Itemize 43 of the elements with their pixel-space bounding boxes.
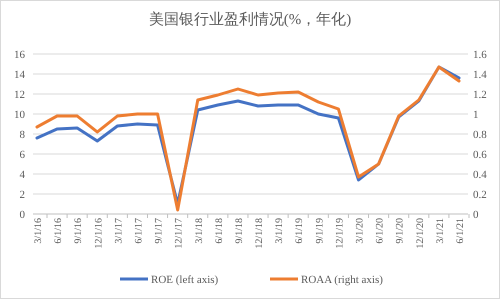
x-tick-label: 9/1/19 <box>314 218 326 244</box>
y-tick-label: 0 <box>20 209 26 221</box>
x-tick-label: 9/1/20 <box>394 218 406 244</box>
x-tick-label: 9/1/16 <box>73 218 84 244</box>
x-tick-label: 3/1/18 <box>194 218 205 244</box>
y2-tick-label: 1 <box>473 109 478 121</box>
x-tick-label: 12/1/19 <box>334 218 346 249</box>
y-tick-label: 6 <box>20 149 26 161</box>
x-tick-label: 3/1/21 <box>434 218 446 244</box>
y2-tick-label: 1.6 <box>473 49 488 61</box>
y2-tick-label: 0 <box>473 209 479 221</box>
x-tick-label: 12/1/16 <box>93 218 104 249</box>
x-tick-label: 6/1/21 <box>455 218 466 244</box>
x-tick-label: 6/1/16 <box>53 218 64 244</box>
y-tick-label: 10 <box>14 109 26 121</box>
x-tick-label: 12/1/17 <box>174 218 185 249</box>
x-tick-label: 3/1/19 <box>274 218 286 244</box>
y-tick-label: 4 <box>20 169 26 181</box>
y2-tick-label: 1.2 <box>473 89 487 101</box>
x-tick-label: 3/1/17 <box>113 218 124 244</box>
chart-title: 美国银行业盈利情况(%，年化) <box>148 11 352 28</box>
x-tick-label: 6/1/19 <box>294 218 306 244</box>
y2-tick-label: 1.4 <box>473 69 488 81</box>
y-tick-label: 16 <box>14 49 26 61</box>
x-tick-label: 9/1/17 <box>154 218 165 244</box>
y-tick-label: 12 <box>14 89 25 101</box>
y2-tick-label: 0.8 <box>473 129 488 141</box>
legend-label: ROAA (right axis) <box>301 274 384 286</box>
y2-tick-label: 0.6 <box>473 149 488 161</box>
x-tick-label: 3/1/16 <box>33 218 44 244</box>
y-tick-label: 8 <box>20 129 26 141</box>
x-tick-label: 6/1/18 <box>214 218 225 244</box>
y2-tick-label: 0.4 <box>473 169 488 181</box>
legend-label: ROE (left axis) <box>151 274 219 286</box>
y-tick-label: 2 <box>20 189 25 201</box>
x-tick-label: 6/1/20 <box>374 218 386 244</box>
x-tick-label: 3/1/20 <box>354 218 366 244</box>
x-tick-label: 6/1/17 <box>133 218 144 244</box>
x-tick-label: 9/1/18 <box>234 218 245 244</box>
x-tick-label: 12/1/18 <box>254 218 266 249</box>
x-tick-label: 12/1/20 <box>414 218 426 249</box>
y-tick-label: 14 <box>14 69 26 81</box>
y2-tick-label: 0.2 <box>473 189 487 201</box>
